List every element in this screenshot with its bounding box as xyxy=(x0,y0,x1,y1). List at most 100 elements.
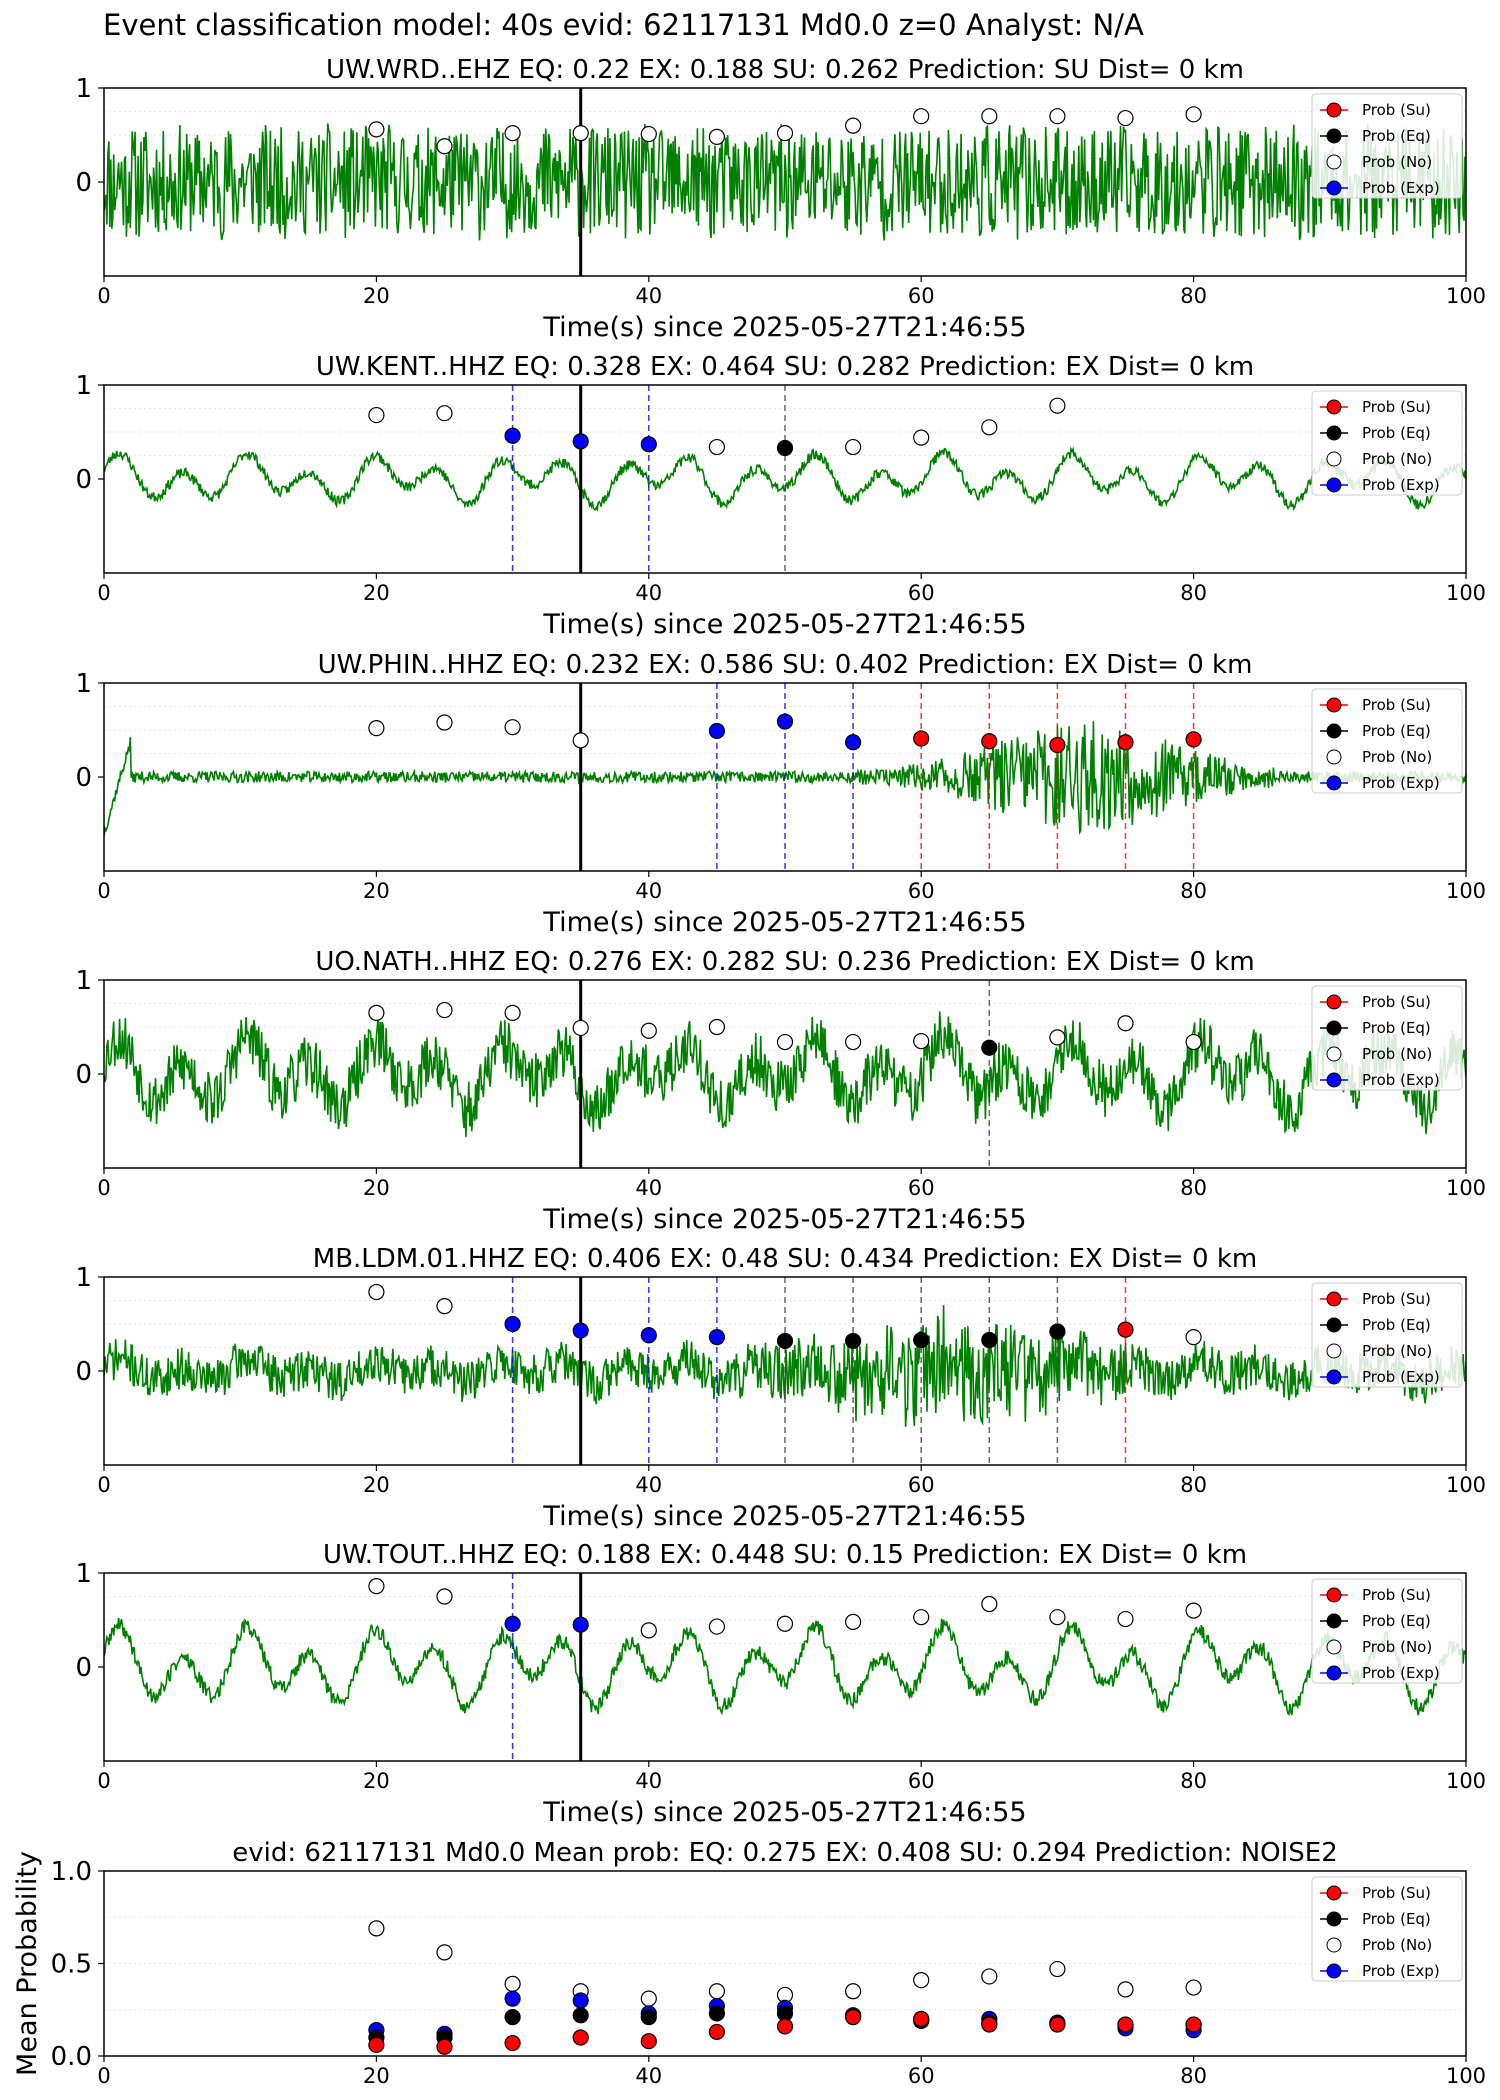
subplot-3: UW.PHIN..HHZ EQ: 0.232 EX: 0.586 SU: 0.4… xyxy=(75,650,1486,938)
x-tick-label: 60 xyxy=(908,1473,935,1497)
axes-frame xyxy=(103,1572,1467,1762)
prob-point xyxy=(913,1609,930,1626)
prob-point xyxy=(913,730,930,747)
x-axis-label: Time(s) since 2025-05-27T21:46:55 xyxy=(542,1797,1026,1828)
prob-point xyxy=(368,121,385,138)
prob-point xyxy=(640,1327,657,1344)
prob-point xyxy=(572,1992,589,2009)
legend-marker xyxy=(1326,451,1342,467)
legend-label: Prob (Eq) xyxy=(1362,1316,1431,1334)
prob-point xyxy=(776,2018,794,2035)
prob-point xyxy=(504,1975,521,1992)
legend-marker xyxy=(1326,1343,1342,1359)
legend-label: Prob (Exp) xyxy=(1362,1368,1440,1386)
prob-point xyxy=(913,429,930,446)
legend-label: Prob (No) xyxy=(1362,1045,1432,1063)
x-tick-label: 40 xyxy=(635,1176,662,1200)
x-axis-label: Time(s) since 2025-05-27T21:46:55 xyxy=(542,609,1026,640)
prob-point xyxy=(1185,1329,1202,1346)
legend-label: Prob (No) xyxy=(1362,153,1432,171)
legend-marker xyxy=(1326,154,1342,170)
prob-point xyxy=(844,438,862,456)
prob-point xyxy=(436,714,453,731)
legend-label: Prob (No) xyxy=(1362,450,1432,468)
prob-point xyxy=(640,1022,657,1039)
legend-label: Prob (No) xyxy=(1362,1342,1432,1360)
legend-box xyxy=(1311,688,1463,794)
legend-box xyxy=(1311,390,1463,496)
prob-point xyxy=(368,720,385,737)
subplot-title: evid: 62117131 Md0.0 Mean prob: EQ: 0.27… xyxy=(232,1838,1338,1868)
x-tick-label: 0 xyxy=(97,1176,110,1200)
prob-point xyxy=(1117,734,1134,751)
subplot-7: evid: 62117131 Md0.0 Mean prob: EQ: 0.27… xyxy=(12,1838,1486,2088)
prob-point xyxy=(572,433,589,450)
prob-point xyxy=(981,2016,998,2033)
prob-point xyxy=(1117,109,1134,127)
x-tick-label: 20 xyxy=(363,284,390,308)
waveform-trace xyxy=(104,1617,1466,1717)
prob-point xyxy=(504,427,521,444)
prob-point xyxy=(708,128,726,145)
legend-marker xyxy=(1326,723,1342,739)
prob-point xyxy=(1049,2016,1066,2033)
prob-point xyxy=(640,1622,657,1639)
prob-point xyxy=(981,419,998,436)
legend-marker xyxy=(1326,1665,1342,1681)
prob-point xyxy=(708,722,726,740)
x-tick-label: 0 xyxy=(97,1473,110,1497)
prob-point xyxy=(844,1983,862,2000)
prob-point xyxy=(981,1039,998,1056)
x-tick-label: 40 xyxy=(635,284,662,308)
x-tick-label: 0 xyxy=(97,284,110,308)
prob-point xyxy=(708,2005,726,2022)
prob-point xyxy=(640,436,657,453)
x-tick-label: 20 xyxy=(363,2064,390,2088)
subplot-4: UO.NATH..HHZ EQ: 0.276 EX: 0.282 SU: 0.2… xyxy=(75,947,1486,1235)
prob-point xyxy=(844,1033,862,1051)
subplot-5: MB.LDM.01.HHZ EQ: 0.406 EX: 0.48 SU: 0.4… xyxy=(75,1244,1486,1532)
prob-point xyxy=(572,125,589,142)
legend-marker xyxy=(1326,102,1342,118)
x-tick-label: 60 xyxy=(908,284,935,308)
prob-point xyxy=(504,1315,521,1333)
prob-point xyxy=(504,1615,521,1632)
legend-marker xyxy=(1326,1291,1342,1307)
prob-point xyxy=(776,125,794,142)
legend-label: Prob (Exp) xyxy=(1362,179,1440,197)
legend-label: Prob (No) xyxy=(1362,748,1432,766)
x-tick-label: 100 xyxy=(1446,1473,1486,1497)
prob-point xyxy=(776,1033,794,1051)
prob-point xyxy=(708,1018,726,1036)
legend-marker xyxy=(1326,399,1342,415)
y-tick-label: 1 xyxy=(75,371,92,401)
prob-point xyxy=(1049,1323,1066,1340)
prob-point xyxy=(776,1332,794,1350)
legend-label: Prob (Eq) xyxy=(1362,424,1431,442)
legend-label: Prob (Eq) xyxy=(1362,127,1431,145)
x-tick-label: 20 xyxy=(363,1769,390,1793)
legend-marker xyxy=(1326,1885,1342,1901)
figure-title: Event classification model: 40s evid: 62… xyxy=(103,8,1144,42)
y-tick-label: 1 xyxy=(75,74,92,104)
x-tick-label: 80 xyxy=(1180,1473,1207,1497)
waveform-trace xyxy=(104,446,1466,512)
x-axis-label: Time(s) since 2025-05-27T21:46:55 xyxy=(542,907,1026,938)
legend-label: Prob (Su) xyxy=(1362,1586,1431,1604)
subplot-title: UO.NATH..HHZ EQ: 0.276 EX: 0.282 SU: 0.2… xyxy=(315,947,1254,977)
prob-point xyxy=(708,438,726,456)
y-tick-label: 1 xyxy=(75,1263,92,1293)
legend-marker xyxy=(1326,1937,1342,1953)
legend-label: Prob (Eq) xyxy=(1362,722,1431,740)
waveform-trace xyxy=(104,123,1466,241)
y-tick-label: 0 xyxy=(75,168,92,198)
legend-marker xyxy=(1326,425,1342,441)
prob-point xyxy=(1117,1321,1134,1338)
prob-point xyxy=(436,405,453,422)
prob-point xyxy=(844,1613,862,1630)
subplot-title: UW.PHIN..HHZ EQ: 0.232 EX: 0.586 SU: 0.4… xyxy=(318,650,1253,680)
legend-marker xyxy=(1326,1072,1342,1088)
prob-point xyxy=(640,1990,657,2007)
x-tick-label: 100 xyxy=(1446,1176,1486,1200)
x-tick-label: 40 xyxy=(635,1473,662,1497)
